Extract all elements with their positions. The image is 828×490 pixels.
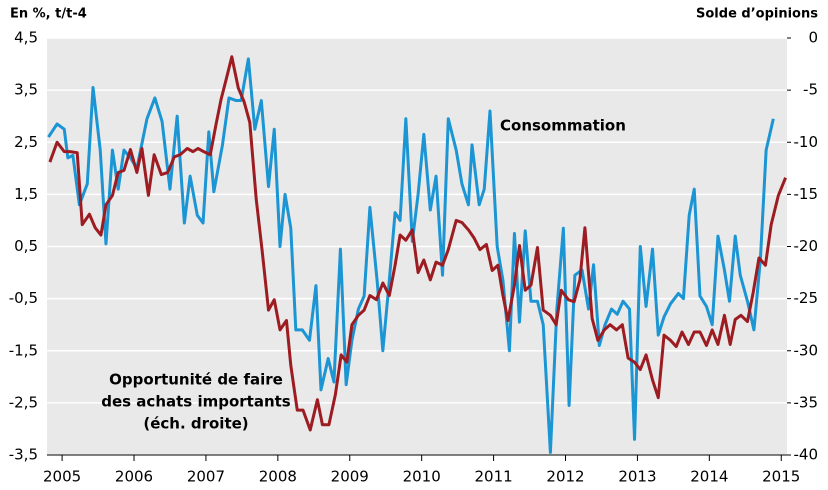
x-tick-label: 2011 [474, 468, 512, 486]
annotation: Opportunité de faire [109, 371, 283, 389]
x-tick-label: 2012 [546, 468, 584, 486]
y2-tick-label: -30 [794, 341, 819, 359]
y-tick-label: -2,5 [9, 393, 38, 411]
y2-tick-label: -15 [794, 185, 819, 203]
x-tick-label: 2015 [762, 468, 800, 486]
y-tick-label: 4,5 [14, 29, 38, 47]
y2-tick-label: -25 [794, 289, 819, 307]
x-tick-label: 2010 [403, 468, 441, 486]
y2-tick-label: -35 [794, 393, 819, 411]
y-axis-label: En %, t/t-4 [10, 7, 87, 22]
y2-tick-label: -10 [794, 133, 819, 151]
y2-tick-label: -20 [794, 237, 819, 255]
series-line [47, 57, 775, 454]
annotation: Consommation [500, 117, 626, 135]
x-tick-label: 2009 [331, 468, 369, 486]
y2-tick-label: -5 [803, 81, 818, 99]
x-tick-label: 2014 [690, 468, 728, 486]
y-tick-label: 0,5 [14, 237, 38, 255]
y-tick-label: -0,5 [9, 289, 38, 307]
y2-axis-label: Solde d’opinions [696, 7, 818, 22]
x-tick-label: 2005 [43, 468, 81, 486]
x-tick-label: 2013 [618, 468, 656, 486]
y2-tick-label: 0 [808, 29, 818, 47]
series-line [48, 55, 787, 432]
y-tick-label: 2,5 [14, 133, 38, 151]
y-tick-label: 3,5 [14, 81, 38, 99]
x-tick-label: 2006 [115, 468, 153, 486]
x-tick-label: 2007 [187, 468, 225, 486]
y2-tick-label: -40 [794, 446, 819, 464]
annotation: (éch. droite) [143, 415, 248, 433]
annotation: des achats importants [101, 393, 291, 411]
y-tick-label: 1,5 [14, 185, 38, 203]
lines [47, 55, 787, 454]
x-tick-label: 2008 [259, 468, 297, 486]
y-tick-label: -3,5 [9, 446, 38, 464]
y-tick-label: -1,5 [9, 341, 38, 359]
